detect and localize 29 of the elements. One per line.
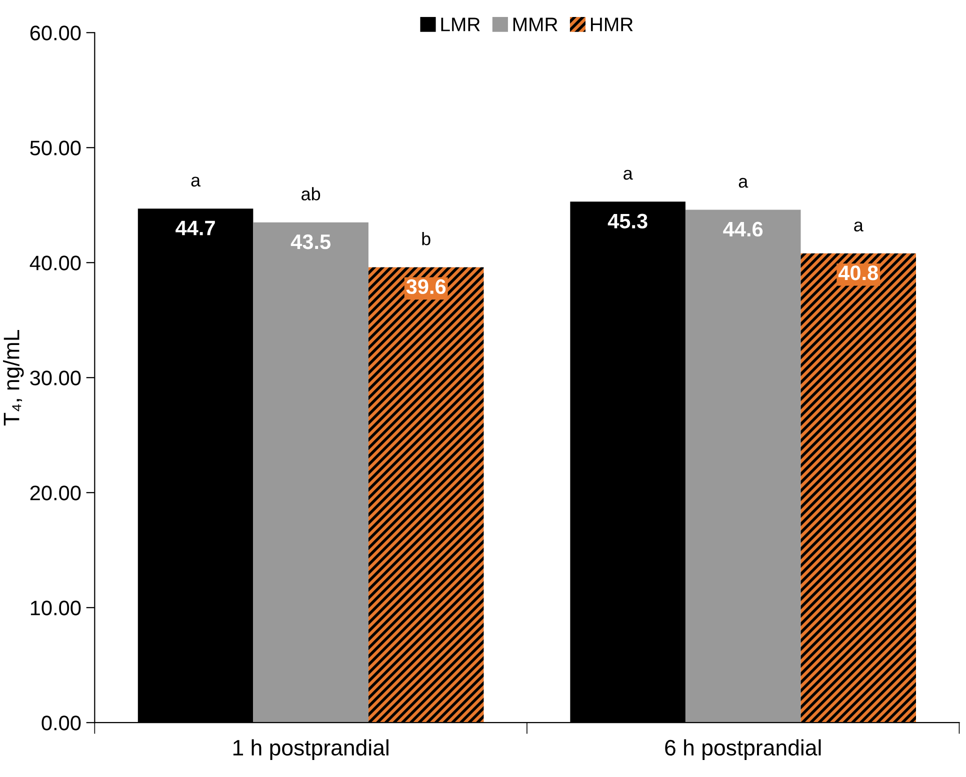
- y-tick-label: 20.00: [30, 486, 81, 500]
- y-tick-label: 30.00: [30, 370, 81, 386]
- data-label: 40.8: [838, 265, 878, 280]
- y-tick-label: 60.00: [30, 26, 81, 40]
- data-label: 45.3: [608, 214, 648, 229]
- annotation: b: [422, 232, 430, 246]
- x-tick-label: 1 h postprandial: [233, 739, 388, 760]
- legend-label: MMR: [513, 18, 558, 32]
- y-tick-label: 0.00: [42, 716, 81, 730]
- bar: [685, 210, 801, 723]
- x-tick-label: 6 h postprandial: [665, 739, 821, 760]
- data-label: 44.6: [723, 222, 763, 237]
- y-axis-title: T₄, ng/mL: [3, 330, 24, 426]
- legend-label: LMR: [441, 18, 480, 32]
- y-tick-label: 40.00: [30, 256, 81, 270]
- annotation: ab: [302, 187, 320, 200]
- annotation: a: [624, 170, 633, 180]
- data-label: 39.6: [406, 279, 446, 294]
- bar: [253, 222, 368, 723]
- legend-label: HMR: [590, 18, 633, 32]
- bar: [368, 267, 484, 723]
- y-tick-label: 50.00: [30, 140, 81, 156]
- y-tick-label: 10.00: [30, 600, 81, 616]
- annotation: a: [191, 176, 201, 187]
- data-label: 43.5: [290, 234, 331, 250]
- annotation: a: [854, 222, 864, 232]
- bar: [800, 253, 916, 723]
- annotation: a: [738, 178, 748, 188]
- data-label: 44.7: [176, 220, 215, 236]
